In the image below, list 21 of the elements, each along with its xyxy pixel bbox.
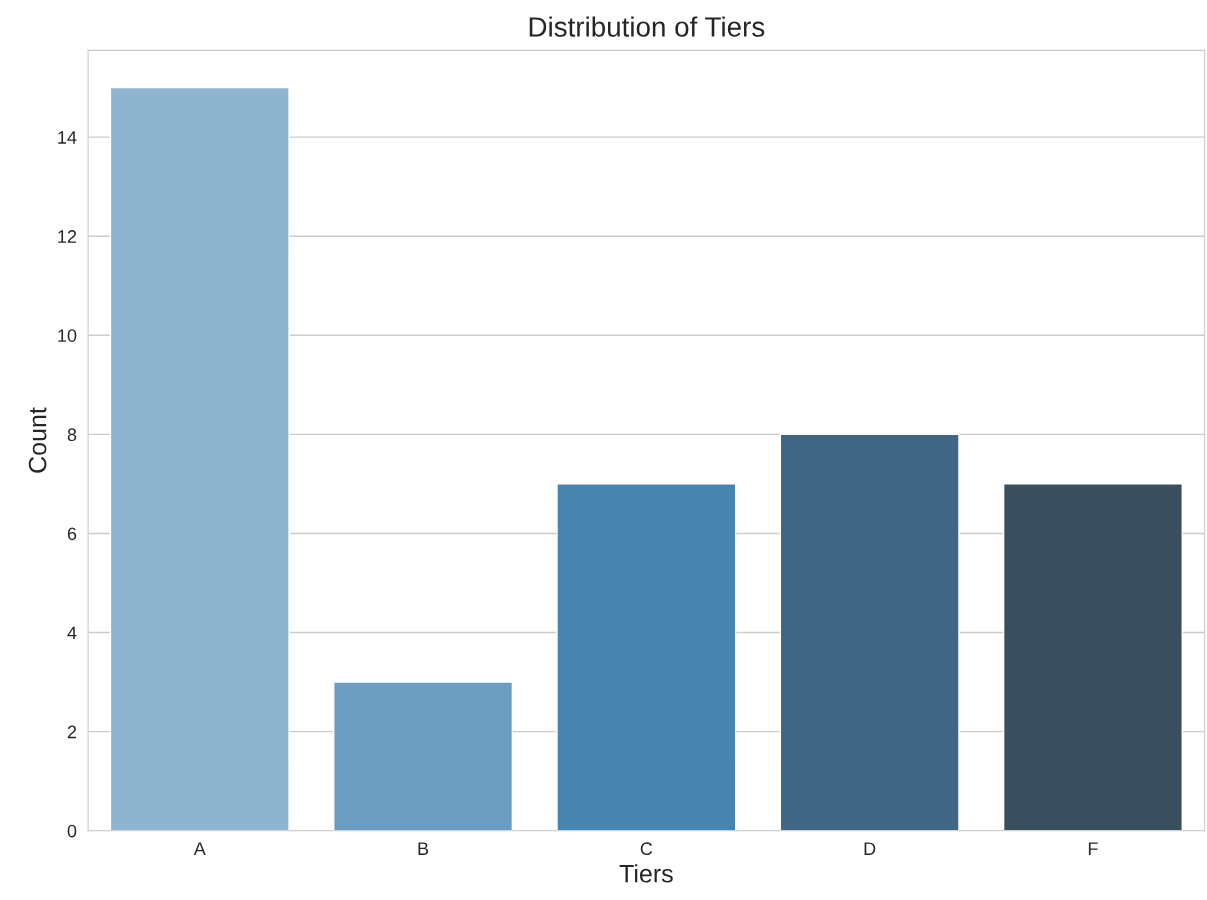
- bar: [333, 681, 514, 831]
- y-tick-label: 8: [67, 428, 77, 442]
- y-tick-label: 4: [67, 626, 77, 640]
- bar: [556, 483, 737, 831]
- x-tick-label: A: [193, 842, 206, 855]
- y-tick-label: 10: [58, 329, 77, 342]
- x-tick-label: F: [1088, 842, 1098, 855]
- y-tick-label: 6: [67, 527, 77, 541]
- bar: [779, 433, 960, 831]
- x-tick-label: B: [418, 842, 429, 855]
- y-tick-label: 2: [67, 725, 77, 739]
- y-axis-title: Count: [28, 407, 47, 473]
- x-tick-label: D: [864, 842, 876, 855]
- x-axis-title: Tiers: [619, 864, 673, 883]
- x-tick-label: C: [640, 842, 653, 856]
- bar: [109, 86, 290, 831]
- y-tick-label: 0: [67, 824, 77, 838]
- chart-title: Distribution of Tiers: [529, 16, 765, 37]
- y-tick-label: 12: [58, 230, 77, 243]
- y-tick-label: 14: [58, 131, 77, 144]
- bar: [1002, 483, 1183, 831]
